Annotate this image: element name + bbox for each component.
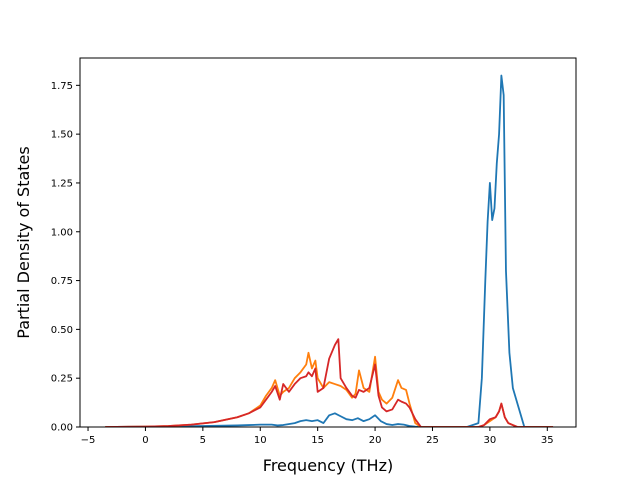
x-axis-label: Frequency (THz) <box>263 456 393 475</box>
x-tick-label: 35 <box>541 435 554 446</box>
x-tick-label: 20 <box>369 435 382 446</box>
y-tick-label: 0.50 <box>51 325 73 336</box>
x-tick-label: 30 <box>484 435 497 446</box>
x-tick-label: 5 <box>200 435 206 446</box>
x-tick-label: −5 <box>81 435 96 446</box>
y-tick-label: 0.00 <box>51 423 73 434</box>
y-tick-label: 0.25 <box>51 374 73 385</box>
x-tick-label: 10 <box>254 435 267 446</box>
y-tick-label: 1.25 <box>51 178 73 189</box>
y-tick-label: 1.75 <box>51 81 73 92</box>
ticks: −5 0 5 10 15 20 25 30 35 0.00 0.25 0.50 0.75 1.00 1.25… <box>51 81 554 446</box>
series-line-1 <box>105 74 554 427</box>
y-tick-label: 1.50 <box>51 130 73 141</box>
axes-frame <box>79 57 577 428</box>
x-tick-label: 25 <box>426 435 439 446</box>
x-tick-label: 0 <box>142 435 148 446</box>
x-tick-label: 15 <box>311 435 324 446</box>
plot-area <box>105 74 554 427</box>
series-line-3 <box>105 338 554 427</box>
y-tick-label: 1.00 <box>51 227 73 238</box>
y-axis-label: Partial Density of States <box>14 146 33 338</box>
y-tick-label: 0.75 <box>51 276 73 287</box>
